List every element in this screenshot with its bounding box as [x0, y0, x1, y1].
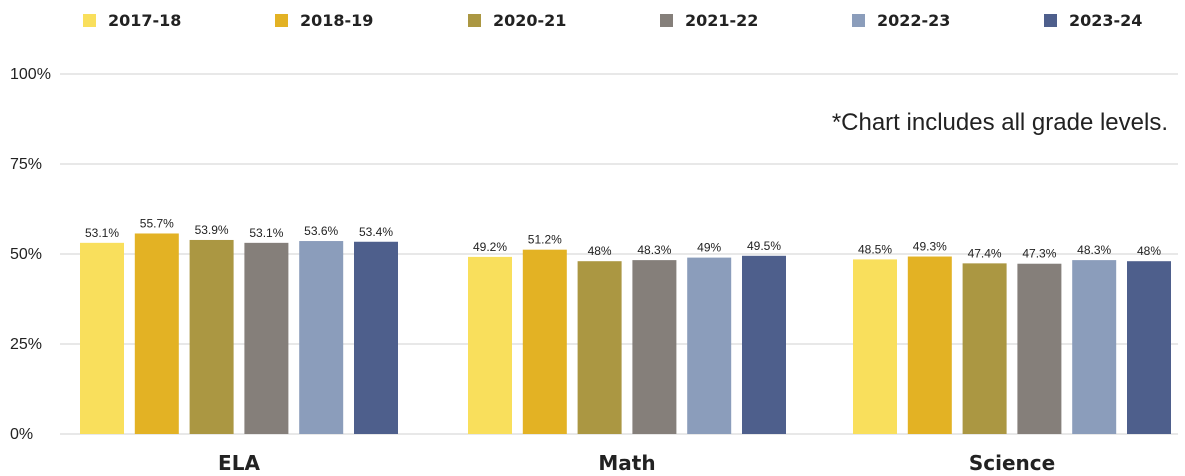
- data-label: 53.4%: [359, 225, 393, 239]
- data-label: 55.7%: [140, 216, 174, 230]
- legend-swatch: [1044, 14, 1057, 27]
- legend-item: 2022-23: [852, 11, 950, 30]
- y-tick-label: 100%: [10, 66, 51, 83]
- legend-item: 2021-22: [660, 11, 758, 30]
- x-category-label: ELA: [218, 451, 260, 475]
- data-label: 48%: [1137, 244, 1161, 258]
- data-label: 49.5%: [747, 239, 781, 253]
- data-label: 48%: [588, 244, 612, 258]
- y-tick-label: 0%: [10, 426, 33, 443]
- y-tick-label: 25%: [10, 336, 42, 353]
- bar: [80, 242, 124, 434]
- x-category-label: Science: [969, 451, 1055, 475]
- bar: [468, 256, 512, 434]
- legend-item: 2017-18: [83, 11, 181, 30]
- legend-label: 2021-22: [685, 11, 758, 30]
- data-label: 53.6%: [304, 224, 338, 238]
- legend-item: 2020-21: [468, 11, 566, 30]
- bar: [1072, 260, 1117, 434]
- legend-swatch: [83, 14, 96, 27]
- x-category-label: Math: [598, 451, 655, 475]
- bar: [354, 241, 398, 434]
- bar: [962, 263, 1007, 434]
- bar: [1017, 263, 1062, 434]
- bars: [80, 233, 1171, 434]
- bar: [853, 259, 897, 434]
- data-label: 51.2%: [528, 233, 562, 247]
- bar: [742, 255, 786, 434]
- data-label: 53.1%: [85, 226, 119, 240]
- chart-annotation: *Chart includes all grade levels.: [832, 109, 1168, 136]
- legend: 2017-18 2018-19 2020-21 2021-22 2022-23 2023-…: [83, 11, 1142, 30]
- data-label: 47.3%: [1022, 247, 1056, 261]
- y-tick-label: 75%: [10, 156, 42, 173]
- data-label: 49%: [697, 241, 721, 255]
- legend-swatch: [275, 14, 288, 27]
- bar: [1127, 261, 1171, 434]
- bar: [244, 242, 289, 434]
- bar: [299, 241, 344, 434]
- legend-swatch: [660, 14, 673, 27]
- data-label: 49.2%: [473, 240, 507, 254]
- legend-label: 2017-18: [108, 11, 181, 30]
- bar: [134, 233, 179, 434]
- legend-label: 2020-21: [493, 11, 566, 30]
- legend-label: 2023-24: [1069, 11, 1142, 30]
- bar: [189, 239, 234, 434]
- data-label: 53.9%: [195, 223, 229, 237]
- bar: [632, 260, 677, 434]
- legend-swatch: [468, 14, 481, 27]
- legend-label: 2022-23: [877, 11, 950, 30]
- data-label: 48.3%: [1077, 243, 1111, 257]
- bar: [522, 249, 567, 434]
- data-label: 48.3%: [637, 243, 671, 257]
- value-labels: 53.1% 55.7% 53.9% 53.1% 53.6% 53.4% 49.2% 51.2%…: [85, 216, 1161, 260]
- y-tick-label: 50%: [10, 246, 42, 263]
- bar: [907, 256, 952, 434]
- data-label: 47.4%: [968, 246, 1002, 260]
- x-axis-categories: ELA Math Science: [218, 451, 1055, 475]
- legend-item: 2023-24: [1044, 11, 1142, 30]
- data-label: 48.5%: [858, 242, 892, 256]
- bar: [577, 261, 622, 434]
- legend-item: 2018-19: [275, 11, 373, 30]
- bar: [687, 257, 732, 434]
- data-label: 49.3%: [913, 240, 947, 254]
- legend-label: 2018-19: [300, 11, 373, 30]
- legend-swatch: [852, 14, 865, 27]
- data-label: 53.1%: [249, 226, 283, 240]
